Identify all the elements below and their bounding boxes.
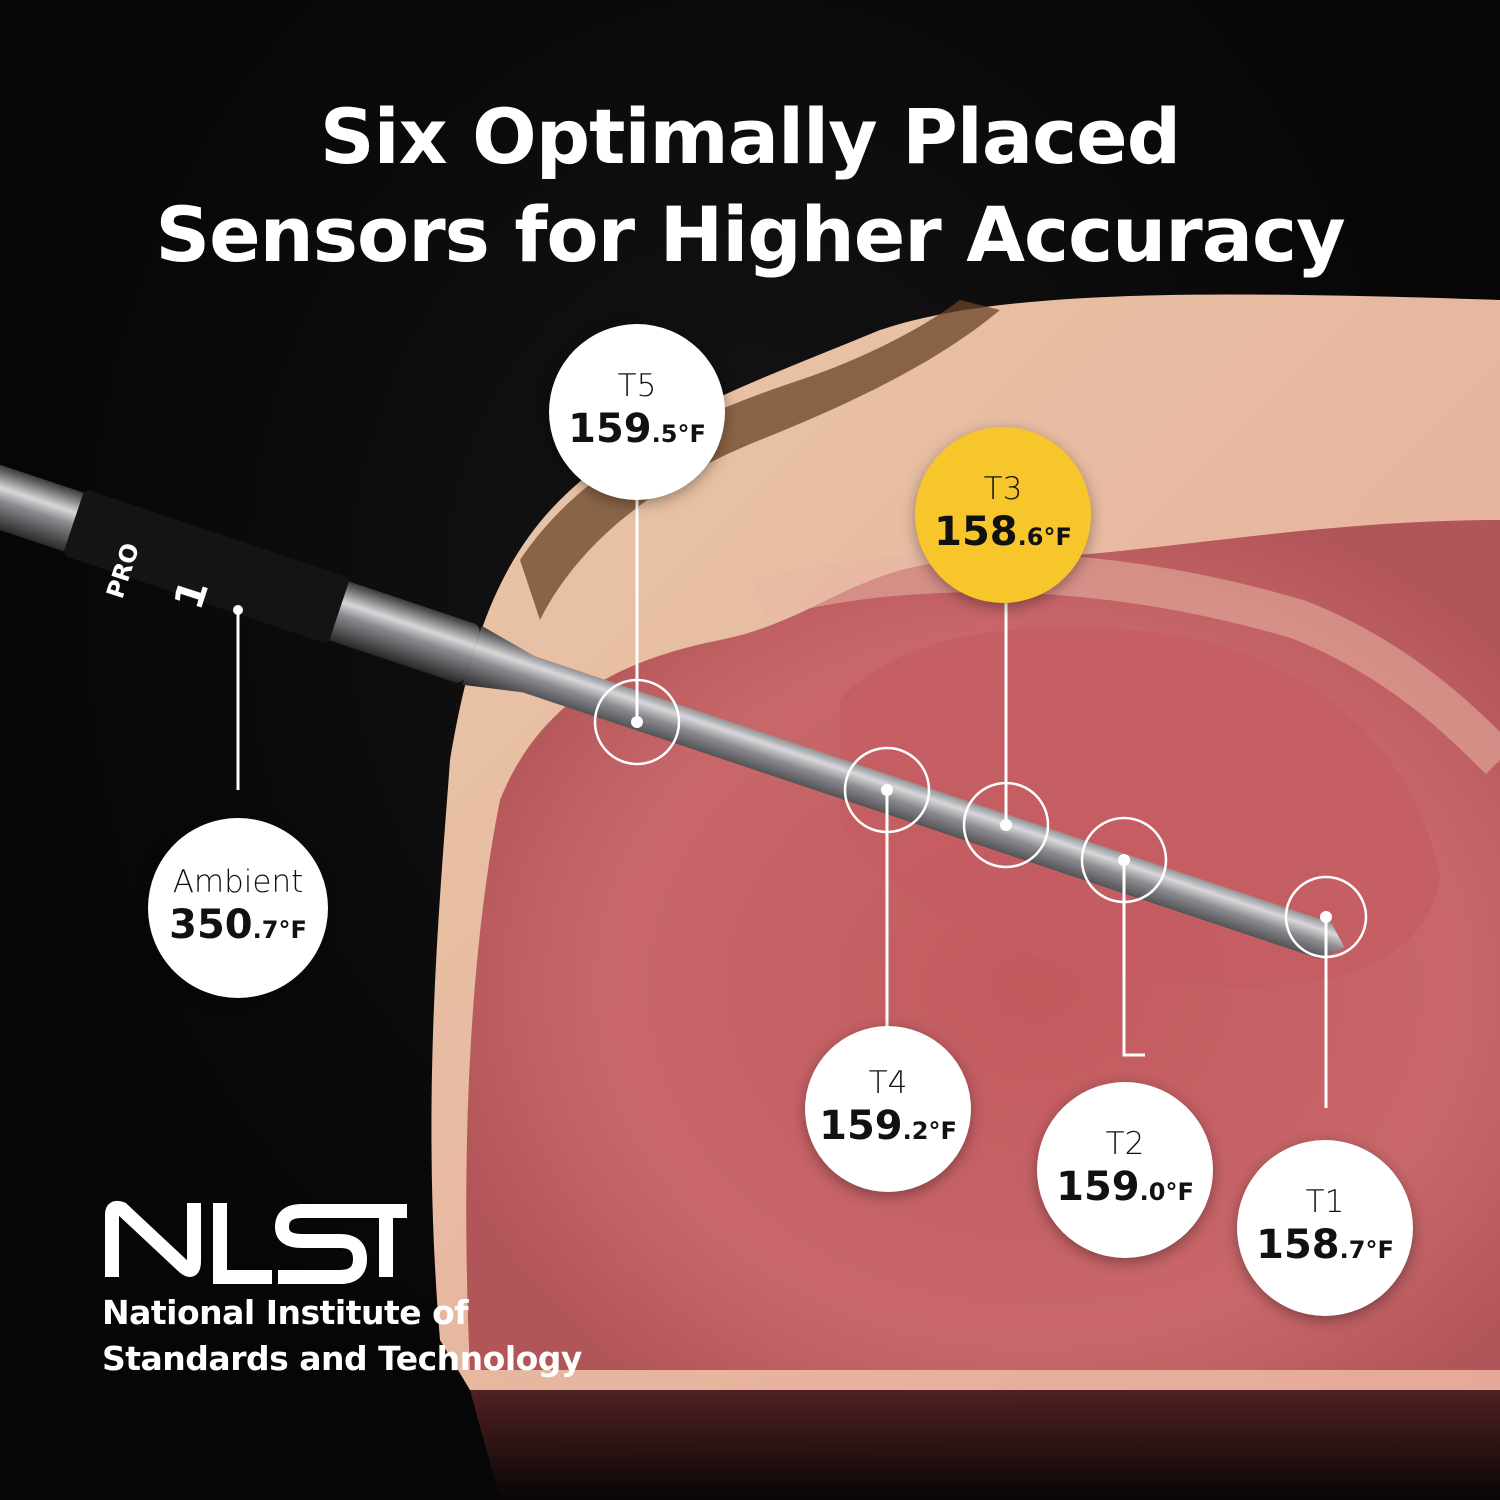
nist-logo-mark	[105, 1200, 407, 1284]
sensor-label: Ambient	[172, 863, 304, 900]
sensor-reading: 158.7°F	[1256, 1221, 1394, 1274]
reading-int: 158	[1256, 1221, 1340, 1268]
sensor-rings	[593, 678, 1368, 959]
reading-int: 159	[568, 405, 652, 452]
leader-lines	[236, 500, 1328, 1108]
sensor-label: T3	[983, 470, 1023, 507]
sensor-label: T2	[1105, 1125, 1145, 1162]
nist-logo: National Institute of Standards and Tech…	[102, 1195, 582, 1382]
reading-int: 159	[819, 1102, 903, 1149]
sensor-reading: 159.0°F	[1056, 1163, 1194, 1216]
sensor-bubble-t5: T5 159.5°F	[549, 324, 725, 500]
sensor-label: T1	[1305, 1183, 1345, 1220]
sensor-bubble-t3: T3 158.6°F	[915, 427, 1091, 603]
sensor-bubble-t1: T1 158.7°F	[1237, 1140, 1413, 1316]
sensor-label: T4	[868, 1064, 908, 1101]
sensor-bubble-t4: T4 159.2°F	[805, 1026, 971, 1192]
crust	[520, 300, 1000, 620]
reading-dec: .0°F	[1139, 1177, 1194, 1206]
reading-dec: .6°F	[1017, 522, 1072, 551]
reading-dec: .7°F	[252, 915, 307, 944]
reading-int: 159	[1056, 1163, 1140, 1210]
fat-seam	[754, 552, 1500, 775]
eye-of-meat	[840, 626, 1440, 987]
nist-line-1: National Institute of	[102, 1293, 469, 1332]
sensor-bubble-t2: T2 159.0°F	[1037, 1082, 1213, 1258]
sensor-bubble-ambient: Ambient 350.7°F	[148, 818, 328, 998]
reading-dec: .7°F	[1339, 1235, 1394, 1264]
sensor-reading: 159.5°F	[568, 405, 706, 458]
sensor-label: T5	[617, 367, 657, 404]
headline-line-1: Six Optimally Placed	[319, 92, 1181, 181]
headline: Six Optimally Placed Sensors for Higher …	[0, 88, 1500, 284]
sensor-reading: 159.2°F	[819, 1102, 957, 1155]
nist-line-2: Standards and Technology	[102, 1339, 582, 1378]
reading-dec: .2°F	[902, 1116, 957, 1145]
reading-int: 350	[169, 901, 253, 948]
reading-dec: .5°F	[651, 419, 706, 448]
sensor-reading: 158.6°F	[934, 508, 1072, 561]
headline-line-2: Sensors for Higher Accuracy	[155, 190, 1345, 279]
meat-reflection	[470, 1380, 1500, 1500]
reading-int: 158	[934, 508, 1018, 555]
sensor-reading: 350.7°F	[169, 901, 307, 954]
sensor-dots	[233, 605, 1332, 923]
